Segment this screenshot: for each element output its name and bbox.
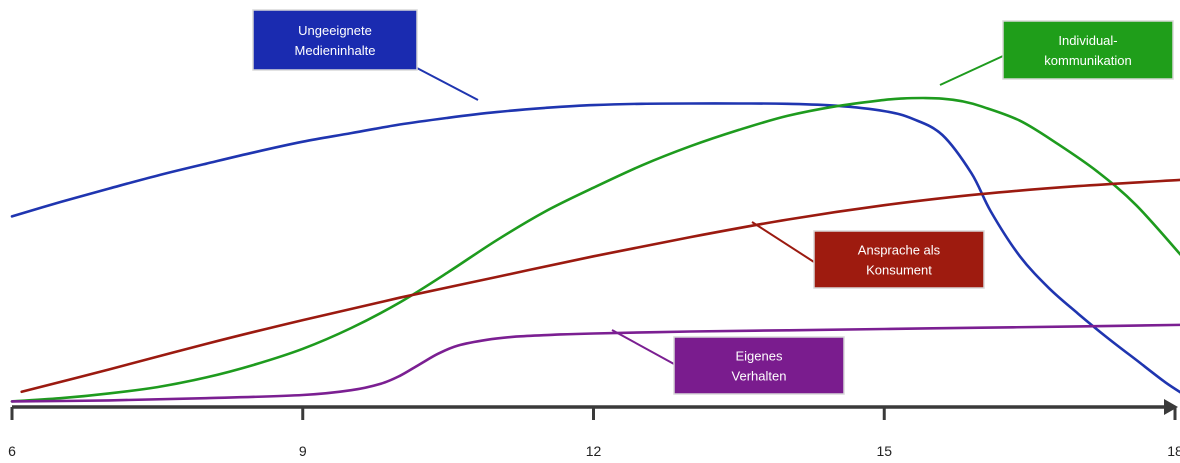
callout-text-ungeeignete-medieninhalte-2: Medieninhalte	[295, 43, 376, 58]
callout-text-ansprache-als-konsument-2: Konsument	[866, 263, 932, 278]
callout-connector-ungeeignete-medieninhalte	[414, 66, 479, 101]
series-line-ungeeignete-medieninhalte	[10, 102, 1180, 394]
x-tick-label-9: 9	[299, 443, 307, 459]
callout-text-ungeeignete-medieninhalte-1: Ungeeignete	[298, 23, 372, 38]
series-layer	[10, 96, 1180, 403]
callout-connector-eigenes-verhalten	[611, 329, 675, 365]
x-axis: 6 9 12 15 18	[8, 399, 1180, 459]
callout-labels: Ungeeignete Medieninhalte Individual-kommu…	[252, 9, 1174, 395]
callout-ungeeignete-medieninhalte: Ungeeignete Medieninhalte	[252, 9, 418, 71]
series-line-ansprache-als-konsument	[20, 178, 1180, 394]
callout-connector-ansprache-als-konsument	[751, 221, 815, 263]
callout-text-individual-kommunikation-1: Individual-	[1058, 33, 1117, 48]
callout-text-individual-kommunikation-2: kommunikation	[1044, 53, 1131, 68]
callout-connectors	[414, 55, 1004, 365]
callout-box-eigenes-verhalten	[673, 336, 845, 395]
x-tick-label-18: 18	[1167, 443, 1180, 459]
callout-eigenes-verhalten: Eigenes Verhalten	[673, 336, 845, 395]
callout-individual-kommunikation: Individual-kommunikation	[1002, 20, 1174, 80]
x-tick-label-12: 12	[586, 443, 602, 459]
callout-ansprache-als-konsument: Ansprache als Konsument	[813, 230, 985, 289]
x-axis-arrow-icon	[1164, 399, 1178, 415]
series-line-individual-kommunikation	[10, 96, 1180, 403]
x-tick-label-6: 6	[8, 443, 16, 459]
callout-box-ungeeignete-medieninhalte	[252, 9, 418, 71]
series-line-eigenes-verhalten	[10, 323, 1180, 403]
callout-box-individual-kommunikation	[1002, 20, 1174, 80]
x-tick-label-15: 15	[876, 443, 892, 459]
callout-text-ansprache-als-konsument-1: Ansprache als	[858, 243, 941, 258]
callout-connector-individual-kommunikation	[939, 55, 1004, 86]
callout-text-eigenes-verhalten-1: Eigenes	[736, 349, 783, 364]
callout-box-ansprache-als-konsument	[813, 230, 985, 289]
callout-text-eigenes-verhalten-2: Verhalten	[732, 369, 787, 384]
